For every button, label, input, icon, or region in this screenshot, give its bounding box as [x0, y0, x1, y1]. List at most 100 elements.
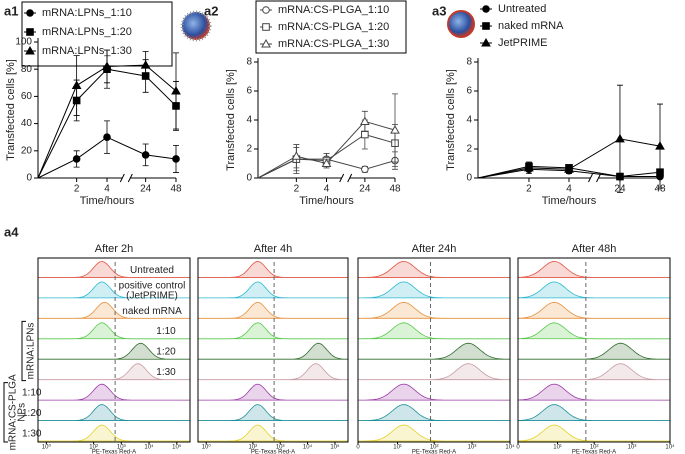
histogram: [37, 342, 191, 360]
x-tick-label: 0: [516, 445, 520, 451]
histogram: [517, 322, 671, 340]
y-tick-label: 0: [466, 173, 472, 184]
x-tick-label: 10⁰: [202, 444, 212, 451]
x-tick-label: 4: [104, 184, 110, 195]
x-tick-label: 24: [140, 184, 152, 195]
histogram: [517, 404, 671, 421]
x-tick-label: 10³: [628, 445, 637, 451]
x-tick-label: 10⁴: [144, 444, 154, 451]
histogram: [517, 424, 670, 442]
legend-marker: [26, 9, 34, 17]
y-tick-label: 4: [466, 115, 472, 126]
x-tick-label: 4: [324, 184, 330, 195]
y-tick-label: 0: [26, 173, 32, 184]
row-label: 1:20: [156, 347, 176, 358]
legend-frame: [21, 1, 173, 67]
marker: [655, 141, 665, 150]
panel-label: a3: [432, 3, 446, 18]
y-axis-title: Transfected cells [%]: [225, 69, 237, 171]
row-label: 1:10: [156, 326, 176, 337]
y-tick-label: 6: [466, 86, 472, 97]
histogram: [357, 363, 511, 381]
y-axis-title: Transfected cells [%]: [5, 59, 17, 161]
y-tick-label: 80: [21, 64, 33, 75]
row-label: Untreated: [130, 265, 174, 276]
marker: [72, 155, 81, 163]
marker: [71, 80, 82, 90]
legend-label: naked mRNA: [498, 20, 564, 32]
marker: [140, 60, 151, 69]
x-tick-label: 10²: [430, 445, 439, 451]
x-tick-label: 10⁴: [303, 444, 313, 451]
histogram: [357, 260, 511, 278]
series-line: [257, 120, 396, 179]
legend-marker: [261, 38, 271, 48]
marker: [564, 164, 574, 173]
panel-title: After 4h: [254, 243, 293, 255]
x-tick-label: 2: [294, 184, 300, 195]
x-tick-label: 10¹: [393, 445, 402, 451]
panel-frame: [357, 257, 511, 443]
panel-frame: [37, 257, 191, 443]
legend-label: mRNA:CS-PLGA_1:20: [278, 21, 389, 33]
group-bracket: [3, 382, 8, 443]
marker: [102, 61, 112, 70]
x-tick-label: 48: [654, 184, 666, 195]
histogram: [197, 301, 349, 319]
y-axis-title: Transfected cells [%]: [445, 69, 457, 171]
panel-title: After 48h: [572, 243, 617, 255]
y-tick-label: 0: [246, 173, 252, 184]
group-label: mRNA:LPNs: [26, 323, 37, 380]
histogram: [517, 281, 671, 299]
panel-frame: [197, 257, 349, 443]
histogram: [517, 301, 671, 319]
legend-marker: [481, 37, 491, 47]
legend-marker: [26, 28, 34, 36]
x-tick-label: 48: [170, 184, 182, 195]
legend-label: mRNA:LPNs_1:10: [42, 7, 132, 19]
legend-marker: [482, 5, 490, 13]
histogram: [357, 322, 511, 340]
x-tick-label: 10⁰: [42, 444, 52, 451]
histogram: [197, 404, 349, 421]
x-tick-label: 48: [389, 184, 401, 195]
x-axis-title: Time/hours: [299, 195, 354, 207]
histogram: [37, 404, 191, 421]
histogram: [197, 342, 349, 360]
row-label: 1:20: [22, 408, 42, 419]
panel-label: a1: [4, 3, 18, 18]
histogram: [197, 281, 349, 299]
legend-marker: [482, 22, 490, 30]
legend-marker: [25, 45, 35, 55]
group-bracket: [21, 320, 26, 382]
x-axis-title: PE-Texas Red-A: [572, 450, 616, 454]
histogram: [357, 404, 511, 422]
marker: [361, 130, 369, 139]
histogram: [37, 301, 191, 319]
legend-label: mRNA:CS-PLGA_1:30: [278, 38, 389, 50]
row-label: positive control: [119, 280, 186, 291]
histogram: [517, 363, 671, 381]
y-tick-label: 8: [246, 57, 252, 68]
x-tick-label: 10²: [249, 445, 258, 451]
axis-break: [588, 173, 601, 183]
row-label: 1:30: [22, 428, 42, 439]
axis-break: [339, 173, 353, 183]
marker: [291, 151, 302, 160]
legend-label: mRNA:LPNs_1:30: [42, 45, 132, 57]
legend-label: Untreated: [498, 3, 546, 15]
marker: [103, 133, 111, 141]
x-tick-label: 4: [566, 184, 572, 195]
legend-frame: [255, 0, 407, 54]
nanoparticle-icon: [180, 10, 475, 42]
x-axis-title: PE-Texas Red-A: [92, 450, 136, 454]
row-label: (JetPRIME): [126, 290, 178, 301]
row-label: 1:10: [22, 388, 42, 399]
histogram: [37, 383, 191, 401]
histogram: [357, 383, 511, 401]
x-tick-label: 10³: [468, 445, 477, 451]
legend-label: mRNA:LPNs_1:20: [42, 26, 132, 38]
marker: [361, 165, 369, 174]
y-tick-label: 100: [15, 37, 32, 48]
